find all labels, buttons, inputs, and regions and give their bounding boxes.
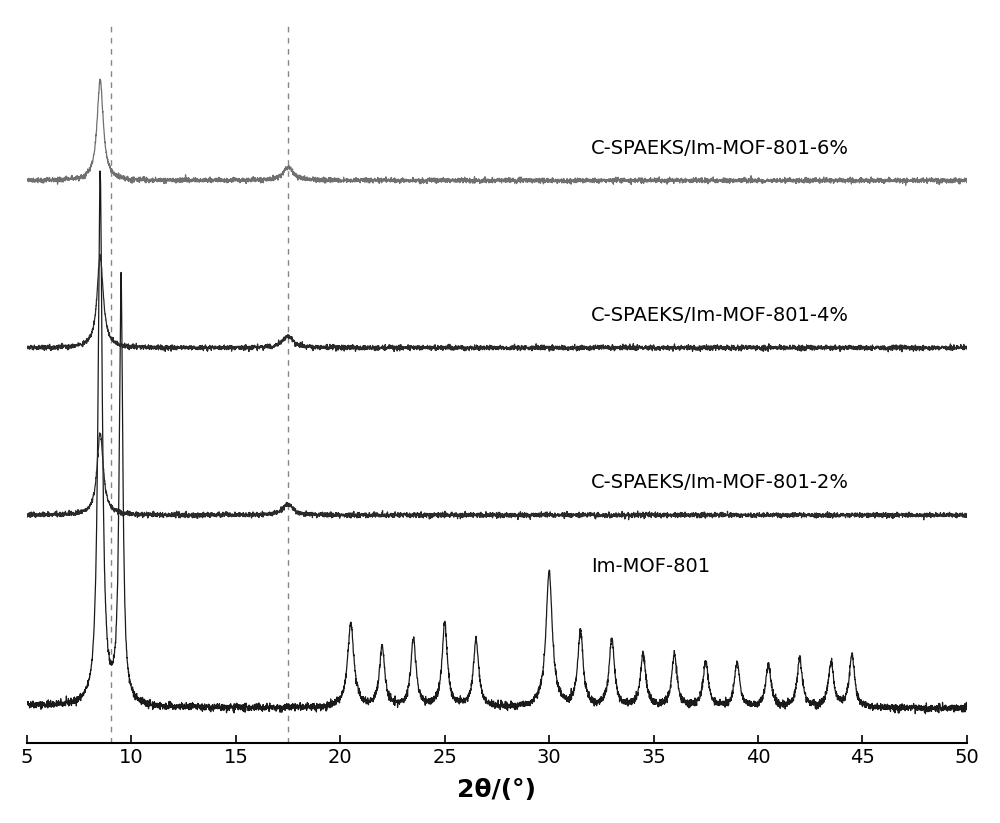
Text: C-SPAEKS/Im-MOF-801-6%: C-SPAEKS/Im-MOF-801-6% (591, 139, 849, 158)
Text: C-SPAEKS/Im-MOF-801-2%: C-SPAEKS/Im-MOF-801-2% (591, 473, 849, 492)
Text: Im-MOF-801: Im-MOF-801 (591, 557, 710, 576)
X-axis label: 2θ/(°): 2θ/(°) (457, 779, 536, 802)
Text: C-SPAEKS/Im-MOF-801-4%: C-SPAEKS/Im-MOF-801-4% (591, 306, 849, 325)
